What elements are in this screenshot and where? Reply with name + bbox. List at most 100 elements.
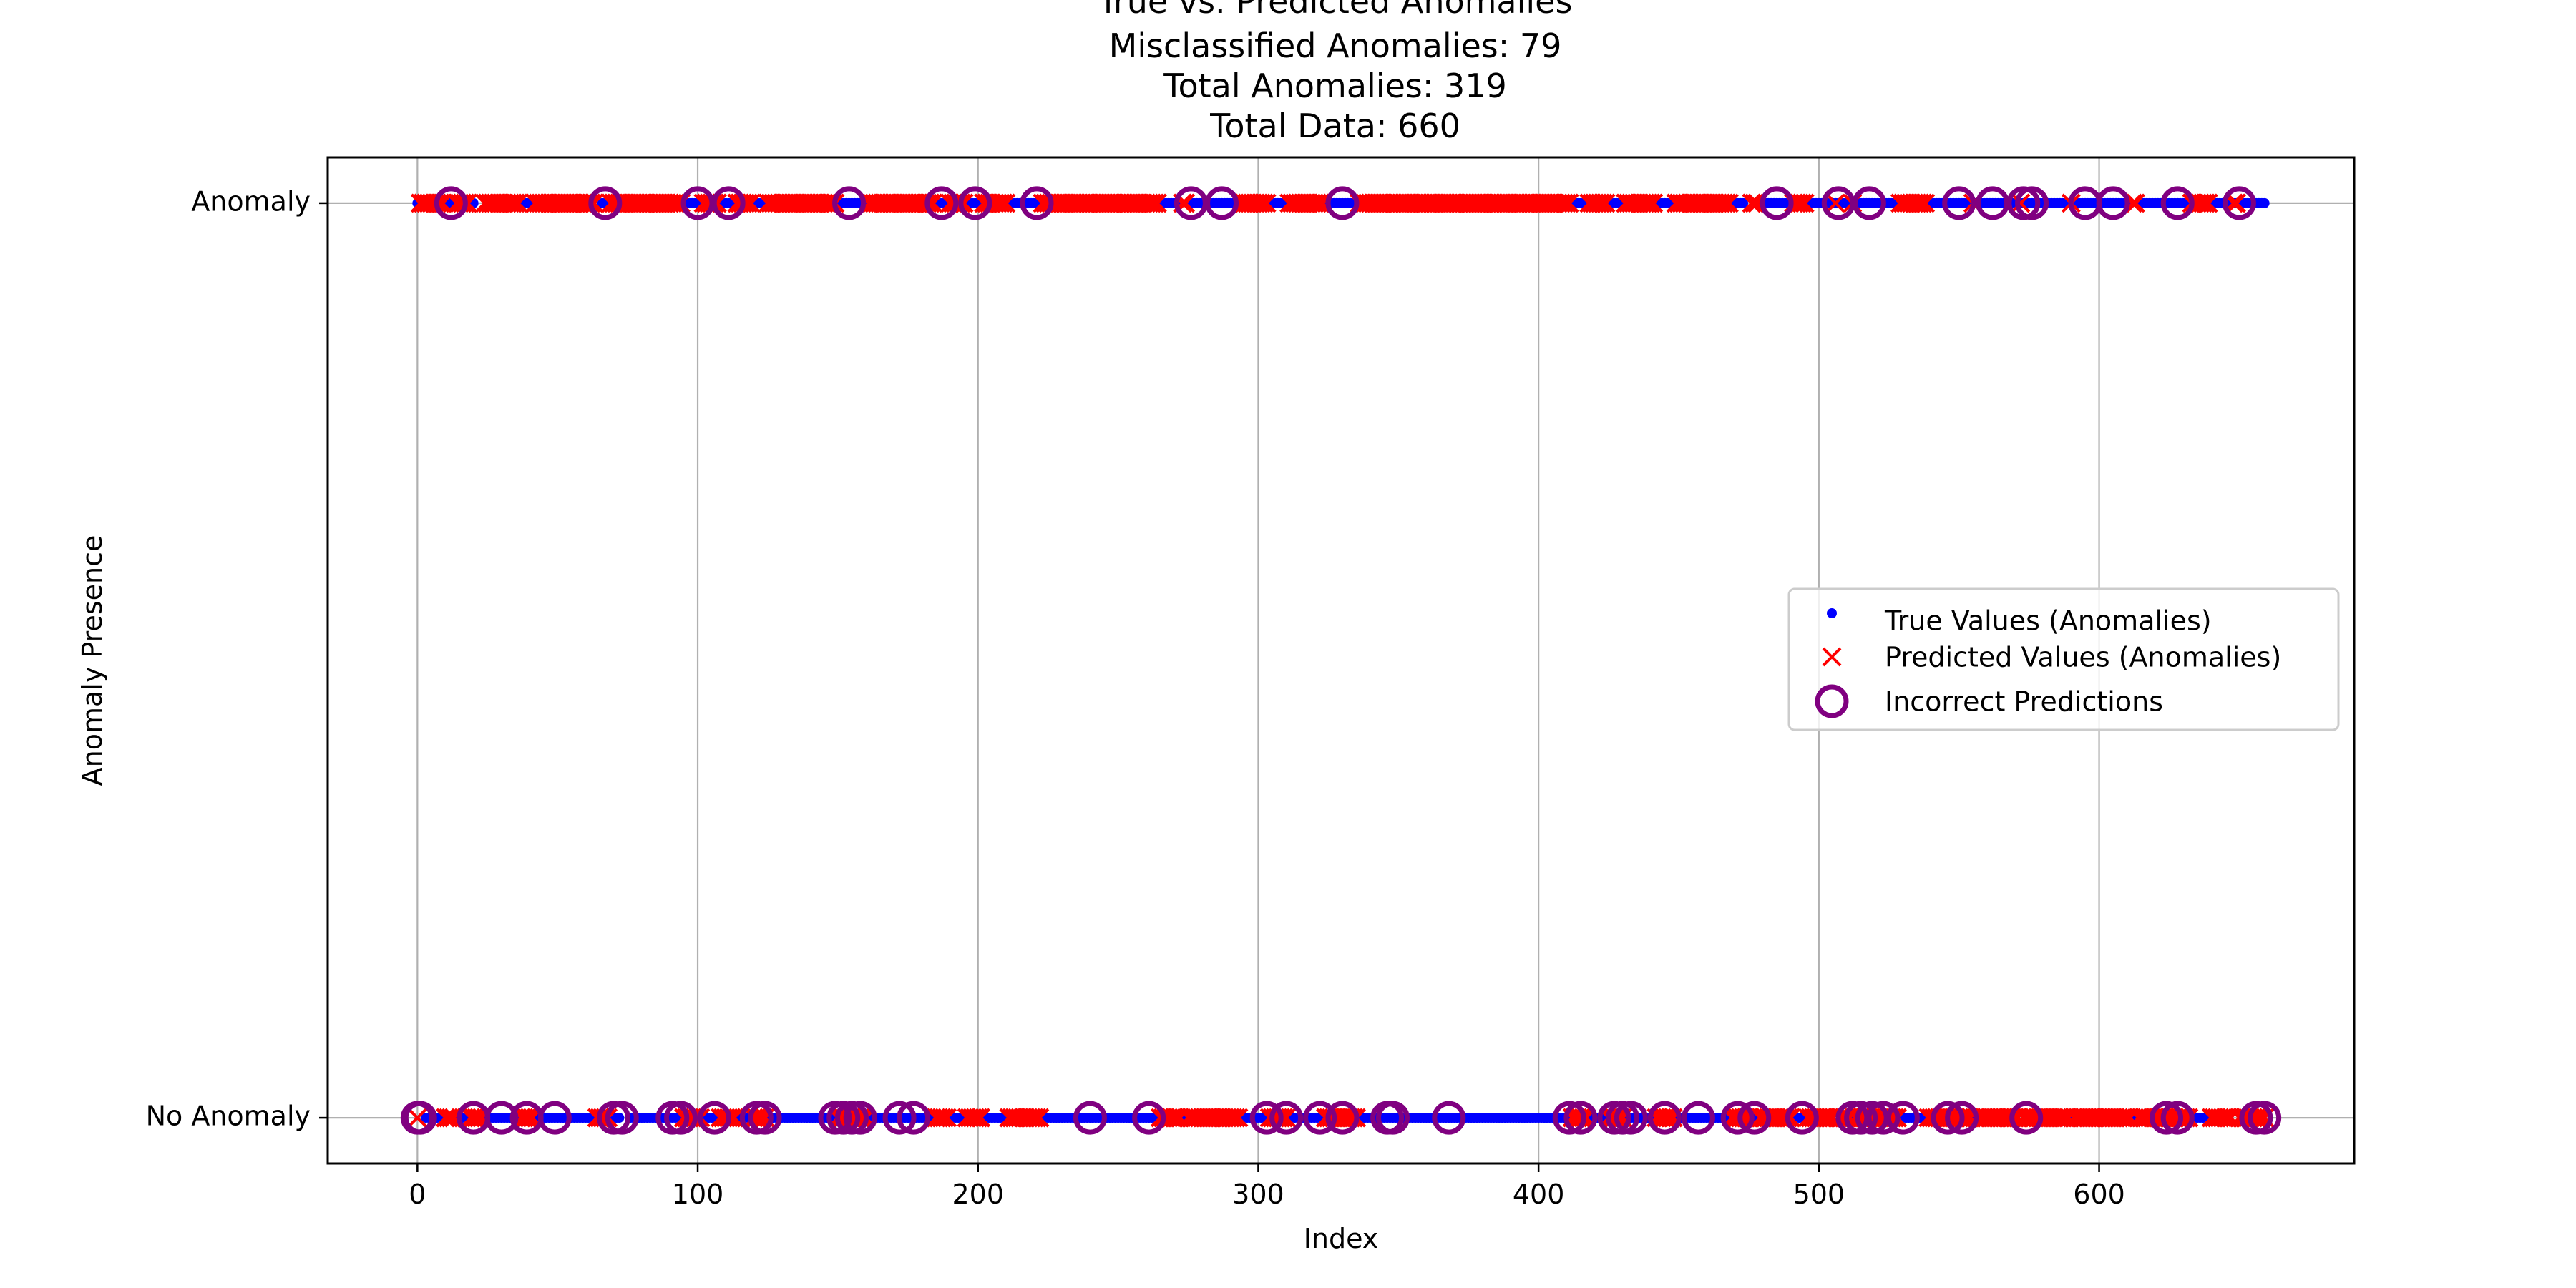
predicted-values-series xyxy=(407,193,2275,1128)
incorrect-prediction-point xyxy=(1681,1101,1715,1135)
incorrect-prediction-point xyxy=(537,1101,572,1135)
x-axis-label: Index xyxy=(1304,1223,1379,1254)
x-tick-label: 200 xyxy=(952,1179,1004,1210)
predicted-value-point xyxy=(1553,193,1574,213)
predicted-value-point xyxy=(2050,1108,2070,1128)
predicted-value-point xyxy=(1251,193,1271,213)
incorrect-prediction-point xyxy=(2160,1101,2195,1135)
predicted-value-point xyxy=(508,193,528,213)
predicted-value-point xyxy=(1310,193,1330,213)
predicted-value-point xyxy=(1551,193,1571,213)
predicted-value-point xyxy=(2212,1108,2233,1128)
incorrect-prediction-point xyxy=(897,1101,931,1135)
predicted-value-point xyxy=(452,193,472,213)
incorrect-prediction-point xyxy=(403,1101,437,1135)
incorrect-prediction-point xyxy=(1552,1101,1586,1135)
incorrect-prediction-point xyxy=(2160,186,2195,220)
predicted-value-point xyxy=(2195,193,2215,213)
incorrect-prediction-point xyxy=(1269,1101,1304,1135)
incorrect-prediction-point xyxy=(664,1101,698,1135)
incorrect-prediction-point xyxy=(748,1101,782,1135)
predicted-value-point xyxy=(2198,193,2218,213)
predicted-value-point xyxy=(1913,193,1933,213)
predicted-value-point xyxy=(2114,1108,2135,1128)
predicted-value-point xyxy=(971,1108,991,1128)
legend-label-incorrect: Incorrect Predictions xyxy=(1885,686,2163,718)
incorrect-prediction-point xyxy=(1647,1101,1682,1135)
predicted-value-point xyxy=(2011,193,2031,213)
incorrect-prediction-point xyxy=(1760,186,1794,220)
predicted-value-point xyxy=(1825,193,1845,213)
predicted-value-point xyxy=(1655,1108,1674,1128)
incorrect-prediction-point xyxy=(1325,186,1360,220)
predicted-value-point xyxy=(1148,193,1167,213)
incorrect-prediction-point xyxy=(958,186,992,220)
incorrect-prediction-point xyxy=(1563,1101,1598,1135)
predicted-value-point xyxy=(1027,1108,1047,1128)
predicted-value-point xyxy=(1781,1108,1801,1128)
incorrect-prediction-point xyxy=(605,1101,639,1135)
predicted-value-point xyxy=(519,1108,540,1128)
legend-label-true: True Values (Anomalies) xyxy=(1884,605,2212,637)
predicted-value-point xyxy=(1556,193,1576,213)
predicted-value-point xyxy=(1711,193,1731,213)
predicted-value-point xyxy=(663,193,683,213)
predicted-value-point xyxy=(1249,193,1268,213)
predicted-value-point xyxy=(929,1108,949,1128)
predicted-value-point xyxy=(1815,1108,1835,1128)
y-tick-label: No Anomaly xyxy=(146,1101,311,1132)
incorrect-prediction-point xyxy=(1132,1101,1166,1135)
predicted-value-point xyxy=(1254,193,1274,213)
predicted-value-point xyxy=(1742,193,1762,213)
incorrect-prediction-point xyxy=(1375,1101,1410,1135)
predicted-value-point xyxy=(503,193,522,213)
predicted-value-point xyxy=(1596,193,1616,213)
predicted-value-point xyxy=(954,193,974,213)
plot-area-frame xyxy=(326,156,2356,1165)
predicted-value-point xyxy=(1164,1108,1184,1128)
true-value-point xyxy=(1738,197,1749,208)
x-tick-label: 100 xyxy=(672,1179,724,1210)
predicted-value-point xyxy=(1910,193,1930,213)
predicted-value-point xyxy=(1559,193,1579,213)
predicted-value-point xyxy=(1795,193,1815,213)
predicted-value-point xyxy=(2190,193,2210,213)
predicted-value-point xyxy=(665,193,686,213)
incorrect-prediction-point xyxy=(1931,1101,1965,1135)
x-tick-label: 400 xyxy=(1513,1179,1565,1210)
predicted-value-point xyxy=(935,1108,955,1128)
predicted-value-point xyxy=(2193,193,2212,213)
predicted-value-point xyxy=(467,1108,487,1128)
incorrect-predictions-series xyxy=(400,186,2282,1135)
predicted-value-point xyxy=(1142,193,1162,213)
predicted-value-point xyxy=(1644,193,1664,213)
incorrect-prediction-point xyxy=(1945,1101,1979,1135)
x-tick-label: 0 xyxy=(409,1179,426,1210)
predicted-value-point xyxy=(932,1108,952,1128)
predicted-value-point xyxy=(993,193,1013,213)
predicted-value-point xyxy=(1139,193,1159,213)
predicted-value-point xyxy=(1717,193,1737,213)
incorrect-prediction-point xyxy=(484,1101,519,1135)
predicted-value-point xyxy=(1641,193,1661,213)
legend-label-predicted: Predicted Values (Anomalies) xyxy=(1885,642,2281,673)
predicted-value-point xyxy=(464,1108,484,1128)
predicted-value-point xyxy=(1916,193,1936,213)
predicted-value-point xyxy=(2179,1108,2199,1128)
predicted-value-point xyxy=(500,193,520,213)
predicted-value-point xyxy=(439,1108,458,1128)
predicted-value-point xyxy=(1571,1108,1591,1128)
predicted-value-point xyxy=(584,193,604,213)
predicted-value-point xyxy=(716,1108,736,1128)
incorrect-prediction-point xyxy=(2096,186,2130,220)
predicted-value-point xyxy=(1719,193,1739,213)
true-value-point xyxy=(2259,197,2270,208)
x-tick-label: 600 xyxy=(2073,1179,2125,1210)
incorrect-prediction-point xyxy=(2015,186,2049,220)
predicted-value-point xyxy=(741,193,761,213)
incorrect-prediction-point xyxy=(1885,1101,1920,1135)
incorrect-prediction-point xyxy=(2009,1101,2044,1135)
y-tick-label: Anomaly xyxy=(191,185,311,217)
title-line-1: True vs. Predicted Anomalies xyxy=(1098,0,1573,21)
